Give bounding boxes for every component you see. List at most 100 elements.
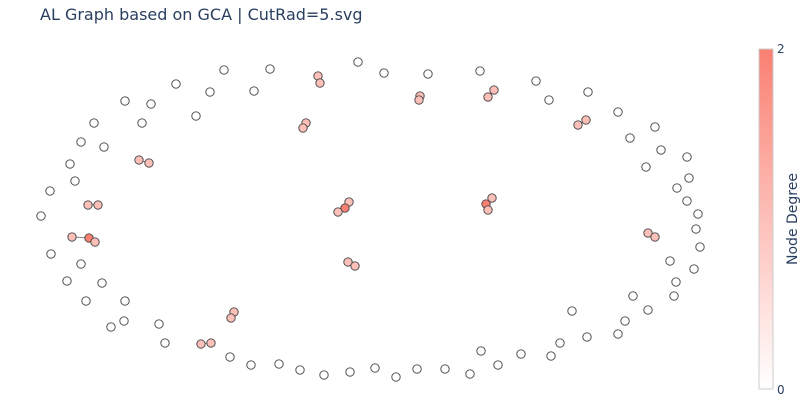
nodes-layer bbox=[36, 57, 705, 382]
graph-node bbox=[695, 242, 705, 252]
graph-node bbox=[274, 359, 284, 369]
graph-node bbox=[682, 196, 692, 206]
graph-node bbox=[146, 99, 156, 109]
graph-node bbox=[67, 232, 77, 242]
graph-node bbox=[219, 65, 229, 75]
colorbar-title: Node Degree bbox=[785, 173, 800, 265]
graph-node bbox=[226, 313, 236, 323]
graph-node bbox=[582, 332, 592, 342]
graph-node bbox=[46, 249, 56, 259]
graph-node bbox=[643, 305, 653, 315]
graph-node bbox=[191, 111, 201, 121]
graph-node bbox=[412, 364, 422, 374]
chart-title: AL Graph based on GCA | CutRad=5.svg bbox=[40, 5, 363, 24]
graph-node bbox=[493, 360, 503, 370]
graph-node bbox=[205, 87, 215, 97]
graph-node bbox=[487, 193, 497, 203]
graph-node bbox=[160, 338, 170, 348]
graph-node bbox=[119, 316, 129, 326]
graph-node bbox=[414, 95, 424, 105]
graph-node bbox=[62, 276, 72, 286]
graph-node bbox=[144, 158, 154, 168]
colorbar-tick-min: 0 bbox=[777, 383, 785, 397]
graph-node bbox=[343, 257, 353, 267]
graph-node bbox=[483, 92, 493, 102]
graph-node bbox=[340, 203, 350, 213]
graph-node bbox=[206, 338, 216, 348]
graph-node bbox=[36, 211, 46, 221]
graph-node bbox=[353, 57, 363, 67]
graph-node bbox=[99, 142, 109, 152]
graph-node bbox=[613, 329, 623, 339]
graph-node bbox=[370, 363, 380, 373]
graph-node bbox=[583, 87, 593, 97]
graph-node bbox=[669, 291, 679, 301]
graph-node bbox=[65, 159, 75, 169]
graph-node bbox=[225, 352, 235, 362]
graph-node bbox=[665, 256, 675, 266]
graph-node bbox=[97, 278, 107, 288]
graph-node bbox=[573, 120, 583, 130]
graph-node bbox=[106, 322, 116, 332]
graph-node bbox=[315, 78, 325, 88]
graph-node bbox=[295, 365, 305, 375]
graph-node bbox=[391, 372, 401, 382]
graph-node bbox=[90, 237, 100, 247]
graph-node bbox=[628, 291, 638, 301]
graph-node bbox=[613, 107, 623, 117]
graph-node bbox=[465, 369, 475, 379]
graph-node bbox=[641, 162, 651, 172]
graph-node bbox=[70, 176, 80, 186]
graph-node bbox=[672, 183, 682, 193]
graph-node bbox=[476, 346, 486, 356]
graph-node bbox=[516, 349, 526, 359]
graph-node bbox=[134, 155, 144, 165]
graph-node bbox=[689, 264, 699, 274]
graph-node bbox=[581, 115, 591, 125]
graph-node bbox=[154, 319, 164, 329]
graph-node bbox=[76, 259, 86, 269]
graph-node bbox=[671, 277, 681, 287]
graph-node bbox=[246, 360, 256, 370]
graph-node bbox=[83, 200, 93, 210]
graph-node bbox=[650, 232, 660, 242]
graph-node bbox=[682, 152, 692, 162]
colorbar-tick-max: 2 bbox=[777, 42, 785, 56]
edges-layer bbox=[71, 75, 656, 345]
graph-node bbox=[120, 296, 130, 306]
colorbar-gradient bbox=[758, 48, 774, 390]
colorbar: 2 0 Node Degree bbox=[758, 42, 800, 397]
graph-node bbox=[120, 96, 130, 106]
graph-node bbox=[379, 68, 389, 78]
graph-node bbox=[625, 133, 635, 143]
graph-node bbox=[546, 351, 556, 361]
graph-node bbox=[298, 123, 308, 133]
graph-node bbox=[265, 64, 275, 74]
graph-node bbox=[137, 118, 147, 128]
graph-node bbox=[489, 85, 499, 95]
graph-node bbox=[544, 95, 554, 105]
graph-node bbox=[93, 200, 103, 210]
graph-node bbox=[333, 207, 343, 217]
graph-node bbox=[249, 86, 259, 96]
graph-node bbox=[483, 205, 493, 215]
graph-node bbox=[475, 66, 485, 76]
graph-node bbox=[440, 364, 450, 374]
graph-node bbox=[89, 118, 99, 128]
graph-node bbox=[45, 186, 55, 196]
graph-node bbox=[656, 145, 666, 155]
graph-node bbox=[196, 339, 206, 349]
graph-node bbox=[567, 306, 577, 316]
graph-node bbox=[350, 261, 360, 271]
graph-node bbox=[555, 338, 565, 348]
graph-node bbox=[423, 69, 433, 79]
graph-node bbox=[319, 370, 329, 380]
graph-node bbox=[171, 79, 181, 89]
graph-node bbox=[691, 224, 701, 234]
graph-node bbox=[684, 173, 694, 183]
graph-node bbox=[76, 137, 86, 147]
graph-node bbox=[531, 76, 541, 86]
graph-node bbox=[643, 228, 653, 238]
graph-node bbox=[620, 316, 630, 326]
